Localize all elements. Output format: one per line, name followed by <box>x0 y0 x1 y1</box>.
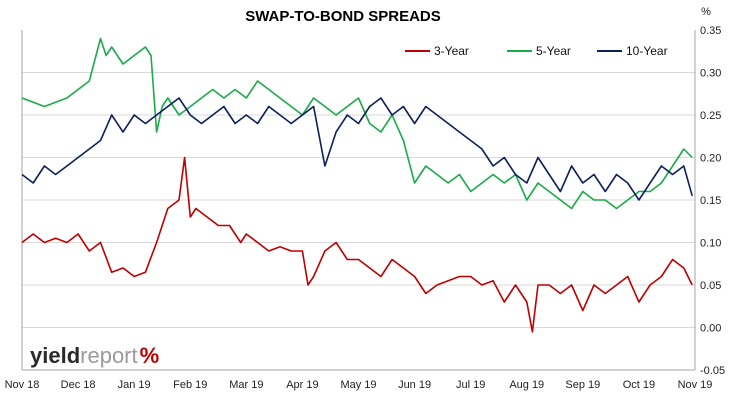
y-tick-label: 0.10 <box>700 238 721 250</box>
legend-entry-10-year: 10-Year <box>626 44 668 58</box>
x-tick-labels: Nov 18 Dec 18 Jan 19 Feb 19 Mar 19 Apr 19 May … <box>5 379 713 391</box>
svg-text:yieldreport%: yieldreport% <box>30 343 159 368</box>
yieldreport-logo: yieldreport% <box>30 343 159 368</box>
x-tick-label: Jul 19 <box>456 379 485 391</box>
x-tick-label: May 19 <box>340 379 376 391</box>
x-tick-label: Nov 19 <box>678 379 713 391</box>
grid <box>22 72 695 371</box>
y-axis-label: % <box>701 6 711 18</box>
y-tick-label: -0.05 <box>700 365 725 377</box>
series-line-10-year <box>21 97 693 201</box>
x-tick-label: Feb 19 <box>173 379 207 391</box>
logo-text-light: report <box>80 343 137 368</box>
x-tick-label: Jan 19 <box>118 379 151 391</box>
y-tick-label: 0.30 <box>700 68 721 80</box>
x-tick-label: Mar 19 <box>229 379 263 391</box>
y-tick-label: 0.20 <box>700 153 721 165</box>
y-tick-label: 0.25 <box>700 110 721 122</box>
logo-percent-icon: % <box>140 343 160 368</box>
x-tick-label: Jun 19 <box>398 379 431 391</box>
x-tick-label: Nov 18 <box>5 379 40 391</box>
x-tick-label: Apr 19 <box>286 379 318 391</box>
y-tick-label: 0.15 <box>700 195 721 207</box>
series-line-3-year <box>21 156 693 333</box>
y-tick-label: 0.05 <box>700 280 721 292</box>
x-tick-label: Oct 19 <box>623 379 655 391</box>
series-line-5-year <box>21 37 693 210</box>
series-lines <box>21 37 693 333</box>
legend-entry-3-year: 3-Year <box>434 44 469 58</box>
logo-text-dark: yield <box>30 343 80 368</box>
y-tick-label: 0.35 <box>700 25 721 37</box>
x-tick-label: Aug 19 <box>509 379 544 391</box>
x-tick-label: Dec 18 <box>61 379 96 391</box>
y-tick-labels: 0.35 0.30 0.25 0.20 0.15 0.10 0.05 0.00 -0.05 <box>700 25 725 377</box>
axes <box>21 30 696 371</box>
chart-title: SWAP-TO-BOND SPREADS <box>245 8 441 25</box>
x-tick-label: Sep 19 <box>565 379 600 391</box>
legend: 3-Year 5-Year 10-Year <box>405 44 668 58</box>
legend-entry-5-year: 5-Year <box>536 44 571 58</box>
y-tick-label: 0.00 <box>700 323 721 335</box>
